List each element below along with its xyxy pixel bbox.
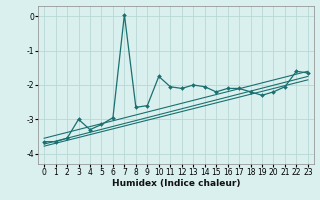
X-axis label: Humidex (Indice chaleur): Humidex (Indice chaleur)	[112, 179, 240, 188]
